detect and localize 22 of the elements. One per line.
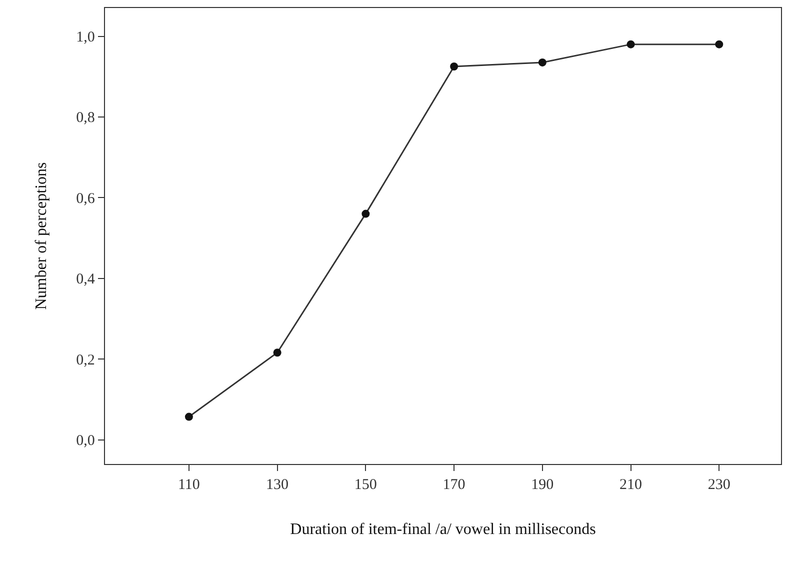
point <box>538 58 546 66</box>
x-tick-label: 110 <box>178 477 200 494</box>
y-axis-title: Number of perceptions <box>33 162 50 310</box>
x-tick-label: 230 <box>708 477 730 494</box>
point <box>184 412 193 421</box>
point <box>626 40 635 48</box>
y-tick-label: 0,0 <box>76 433 95 450</box>
point <box>273 348 282 357</box>
point <box>450 62 458 71</box>
x-tick-label: 210 <box>620 477 642 494</box>
x-axis-title: Duration of item-final /a/ vowel in milliseconds <box>290 520 596 538</box>
y-tick-label: 0,2 <box>76 352 95 368</box>
y-tick-label: 0,4 <box>76 272 96 288</box>
x-tick-label: 130 <box>266 477 289 494</box>
y-tick-label: 0,6 <box>76 190 96 207</box>
y-tick-label: 1,0 <box>76 30 95 46</box>
x-tick-label: 150 <box>354 477 377 494</box>
point <box>362 210 370 218</box>
y-tick-label: 0,8 <box>76 110 95 126</box>
point <box>715 40 724 48</box>
x-tick-label: 190 <box>531 477 554 494</box>
x-tick-label: 170 <box>442 477 466 494</box>
